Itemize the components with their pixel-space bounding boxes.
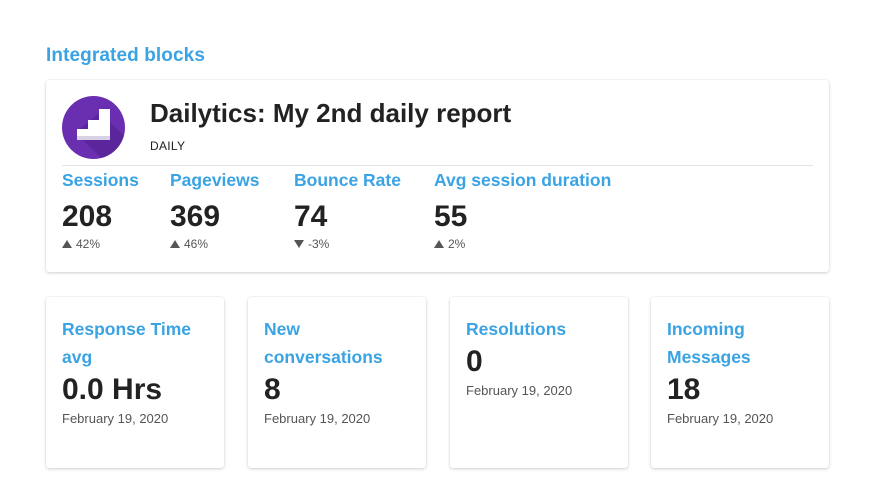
metric-change: 2% [434, 237, 611, 251]
metric-avg-session-duration: Avg session duration 55 2% [434, 170, 611, 251]
triangle-up-icon [434, 240, 444, 248]
report-title: Dailytics: My 2nd daily report [150, 98, 512, 128]
section-title: Integrated blocks [46, 45, 206, 66]
triangle-up-icon [170, 240, 180, 248]
metric-label: Avg session duration [434, 170, 612, 190]
metric-change-value: 46% [184, 237, 209, 251]
report-divider [62, 165, 813, 166]
metric-change: 46% [170, 237, 260, 251]
metric-label: Sessions [62, 170, 139, 190]
metric-change: -3% [294, 237, 401, 251]
new-conversations-card[interactable]: New conversations 8 February 19, 2020 [248, 297, 426, 468]
metric-change-value: 42% [76, 237, 101, 251]
card-value: 0.0 Hrs [62, 373, 163, 406]
card-label: Resolutions [466, 319, 567, 339]
metric-pageviews: Pageviews 369 46% [170, 170, 260, 251]
card-label: Response Time avg [62, 319, 192, 367]
metric-change-value: 2% [448, 237, 466, 251]
incoming-messages-card[interactable]: Incoming Messages 18 February 19, 2020 [651, 297, 829, 468]
card-date: February 19, 2020 [667, 411, 774, 426]
response-time-card[interactable]: Response Time avg 0.0 Hrs February 19, 2… [46, 297, 224, 468]
resolutions-card[interactable]: Resolutions 0 February 19, 2020 [450, 297, 628, 468]
metric-label: Pageviews [170, 170, 260, 190]
triangle-up-icon [62, 240, 72, 248]
metric-sessions: Sessions 208 42% [62, 170, 139, 251]
metric-label: Bounce Rate [294, 170, 401, 190]
card-date: February 19, 2020 [466, 383, 573, 398]
metric-value: 55 [434, 200, 468, 233]
daily-report-card[interactable]: Dailytics: My 2nd daily report DAILY Ses… [46, 80, 829, 272]
metric-value: 74 [294, 200, 328, 233]
card-date: February 19, 2020 [264, 411, 371, 426]
card-value: 8 [264, 373, 281, 406]
metric-bounce-rate: Bounce Rate 74 -3% [294, 170, 401, 251]
card-value: 0 [466, 345, 483, 378]
metric-value: 208 [62, 200, 113, 233]
triangle-down-icon [294, 240, 304, 248]
card-label: New conversations [264, 319, 383, 367]
metric-value: 369 [170, 200, 221, 233]
card-value: 18 [667, 373, 701, 406]
stairs-logo-icon [62, 96, 125, 159]
metric-change-value: -3% [308, 237, 330, 251]
report-frequency: DAILY [150, 139, 186, 153]
card-label: Incoming Messages [667, 319, 751, 367]
card-date: February 19, 2020 [62, 411, 169, 426]
metric-change: 42% [62, 237, 139, 251]
